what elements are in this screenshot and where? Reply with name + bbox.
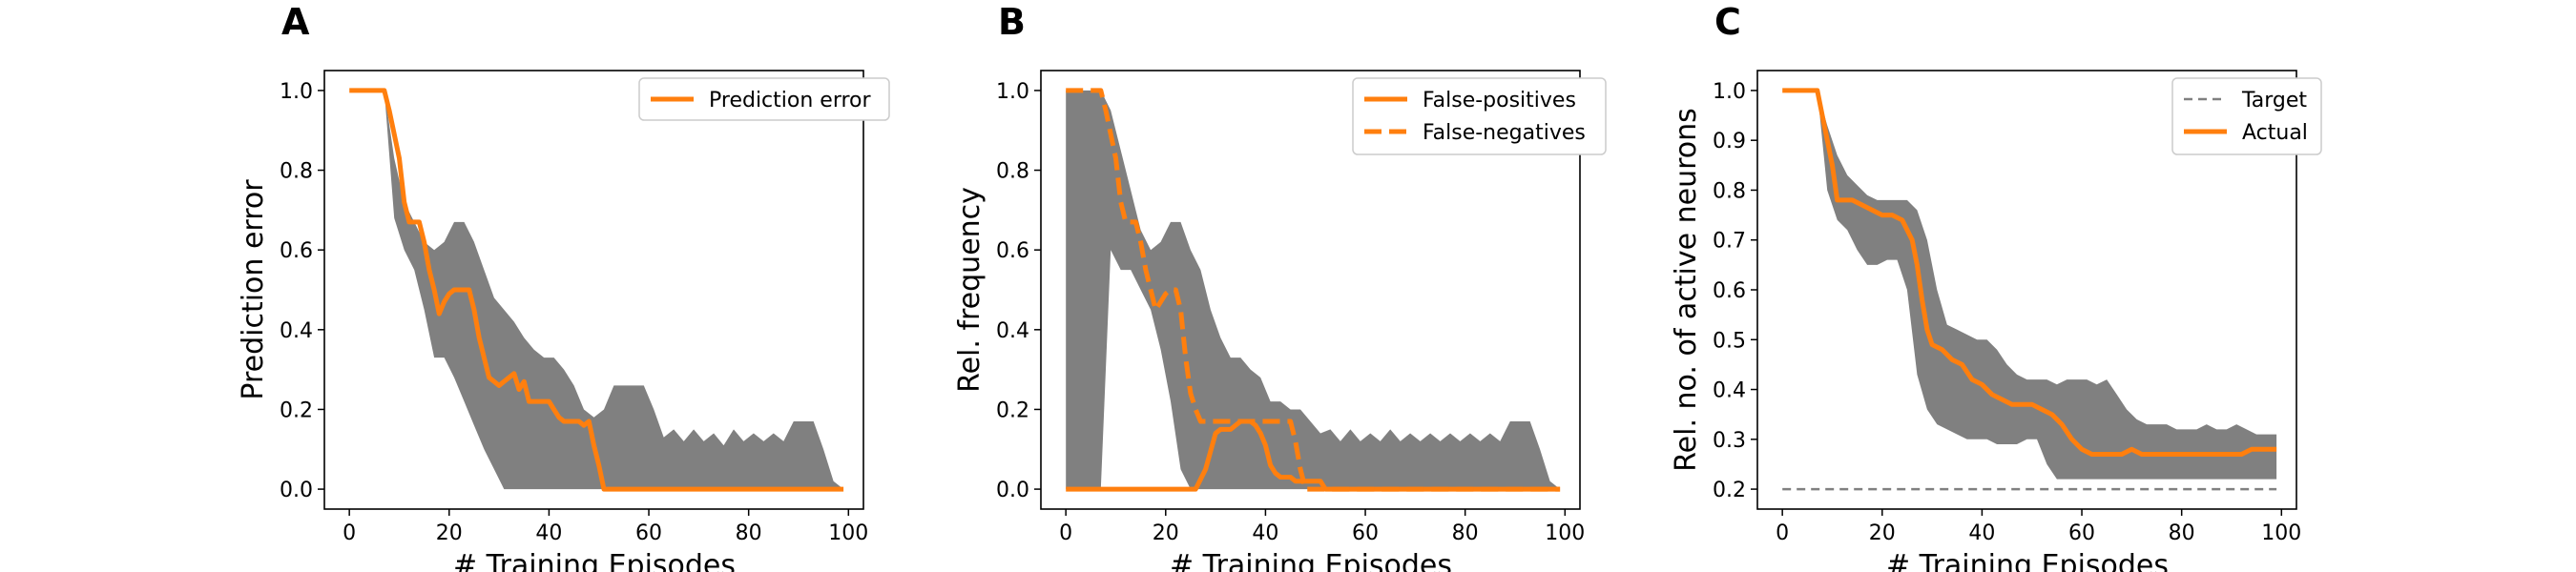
x-tick-label: 80 [736, 521, 762, 545]
series-line-actual [1782, 88, 2277, 457]
x-tick-label: 80 [1452, 521, 1479, 545]
legend-label-target: Target [2241, 89, 2307, 112]
axes-frame [323, 70, 864, 510]
legend-label-false-positives: False-positives [1423, 89, 1576, 112]
series-line-prediction-error [349, 88, 844, 492]
legend-frame [1352, 77, 1607, 155]
panel-a-letter: A [281, 1, 310, 43]
panel-c: C 0 20 40 60 80 100 0.2 0.3 0.4 0.5 0.6 0.7 0.8 0.9 1.… [1670, 1, 2322, 572]
panel-b-ticks: 0 20 40 60 80 100 0.0 0.2 0.4 0.6 0.8 1.0 [996, 80, 1585, 545]
x-tick-label: 20 [436, 521, 463, 545]
x-tick-label: 100 [1545, 521, 1585, 545]
x-tick-label: 40 [1252, 521, 1278, 545]
y-tick-label: 0.2 [1713, 479, 1746, 502]
y-tick-label: 1.0 [1713, 80, 1746, 104]
legend-label-prediction-error: Prediction error [709, 89, 871, 112]
panel-c-xlabel: # Training Episodes [1886, 549, 2169, 572]
y-tick-label: 0.4 [1713, 379, 1746, 403]
y-tick-label: 0.4 [996, 319, 1029, 343]
x-tick-label: 20 [1869, 521, 1896, 545]
y-tick-label: 0.0 [280, 479, 313, 502]
panel-a-ticks: 0 20 40 60 80 100 0.0 0.2 0.4 0.6 0.8 1.0 [280, 80, 868, 545]
y-tick-label: 0.8 [1713, 179, 1746, 203]
x-tick-label: 40 [1968, 521, 1995, 545]
x-tick-label: 20 [1153, 521, 1179, 545]
panel-b-ylabel: Rel. frequency [953, 187, 987, 393]
panel-a-xlabel: # Training Episodes [453, 549, 736, 572]
variability-band [349, 90, 844, 490]
series-line-false-negatives [1066, 88, 1561, 492]
y-tick-label: 0.3 [1713, 429, 1746, 453]
panel-c-ylabel: Rel. no. of active neurons [1670, 108, 1703, 472]
legend-label-actual: Actual [2242, 121, 2308, 145]
panel-c-legend: Target Actual [2171, 77, 2322, 155]
x-tick-label: 0 [1776, 521, 1789, 545]
legend-frame [638, 77, 890, 121]
x-tick-label: 0 [343, 521, 356, 545]
legend-label-false-negatives: False-negatives [1423, 121, 1586, 145]
y-tick-label: 0.0 [996, 479, 1029, 502]
x-tick-label: 60 [1352, 521, 1379, 545]
x-tick-label: 40 [535, 521, 562, 545]
panel-a-plot [323, 70, 864, 510]
x-tick-label: 100 [828, 521, 868, 545]
y-tick-label: 0.8 [280, 160, 313, 184]
panel-b-legend: False-positives False-negatives [1352, 77, 1607, 155]
y-tick-label: 0.6 [1713, 279, 1746, 303]
panel-b-letter: B [998, 1, 1026, 43]
y-tick-label: 0.4 [280, 319, 313, 343]
panel-a: A 0 20 40 60 80 100 0.0 0.2 0.4 0.6 0.8 1.0 # Train… [237, 1, 890, 572]
x-tick-label: 80 [2169, 521, 2195, 545]
y-tick-label: 1.0 [996, 80, 1029, 104]
panel-a-ylabel: Prediction error [237, 179, 270, 400]
panel-b-plot [1040, 70, 1581, 510]
variability-band [1782, 90, 2277, 480]
panel-b-xlabel: # Training Episodes [1170, 549, 1452, 572]
y-tick-label: 0.2 [280, 398, 313, 422]
x-tick-label: 0 [1059, 521, 1072, 545]
y-tick-label: 0.5 [1713, 329, 1746, 353]
panel-c-ticks: 0 20 40 60 80 100 0.2 0.3 0.4 0.5 0.6 0.7 0.8 0.9 1.0 [1713, 80, 2301, 545]
x-tick-label: 100 [2261, 521, 2301, 545]
panel-b: B 0 20 40 60 80 100 0.0 0.2 0.4 0.6 0.8 1.0 # Train… [953, 1, 1607, 572]
x-tick-label: 60 [635, 521, 662, 545]
y-tick-label: 0.6 [280, 239, 313, 263]
panel-c-letter: C [1714, 1, 1741, 43]
y-tick-label: 0.2 [996, 398, 1029, 422]
x-tick-label: 60 [2068, 521, 2095, 545]
y-tick-label: 1.0 [280, 80, 313, 104]
y-tick-label: 0.6 [996, 239, 1029, 263]
y-tick-label: 0.8 [996, 160, 1029, 184]
axes-frame [1040, 70, 1581, 510]
legend-frame [2171, 77, 2322, 155]
y-tick-label: 0.9 [1713, 130, 1746, 153]
panel-a-legend: Prediction error [638, 77, 890, 121]
y-tick-label: 0.7 [1713, 230, 1746, 254]
